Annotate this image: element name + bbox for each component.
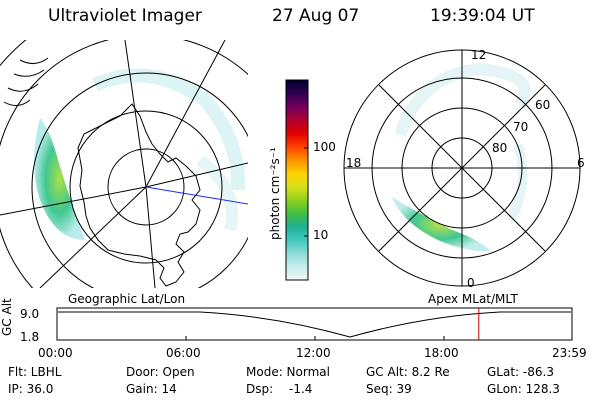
gc-altitude: GC Alt: 8.2 Re [366, 365, 450, 379]
mode-status: Mode: Normal [246, 365, 330, 379]
dsp-label: Dsp: [246, 382, 274, 396]
geographic-longitude: GLon: 128.3 [487, 382, 560, 396]
mlt-label-6: 6 [577, 156, 585, 170]
sun-direction-line [145, 186, 248, 205]
altitude-ytick-9: 9.0 [20, 307, 40, 321]
faint-emission-arc [92, 68, 246, 191]
altitude-curve [58, 311, 571, 338]
mlat-label-60: 60 [535, 98, 551, 112]
altitude-ytick-1-8: 1.8 [20, 330, 40, 344]
altitude-ylabel: GC Alt [0, 298, 14, 336]
colorbar-gradient [285, 79, 309, 281]
faint-emission-arc [394, 62, 531, 138]
mlt-label-0: 0 [467, 276, 475, 290]
altitude-xtick-1200: 12:00 [296, 346, 331, 360]
gain-value: Gain: 14 [126, 382, 177, 396]
colorbar-unit-label: photon cm⁻²s⁻¹ [268, 147, 282, 240]
altitude-xtick-0000: 00:00 [38, 346, 73, 360]
geographic-latitude: GLat: -86.3 [487, 365, 554, 379]
south-america-coast [3, 57, 49, 106]
altitude-xtick-0600: 06:00 [166, 346, 201, 360]
door-status: Door: Open [126, 365, 195, 379]
aurora-emission-band [34, 118, 85, 240]
header-time: 19:39:04 UT [430, 6, 535, 26]
altitude-orbit-plot [56, 307, 573, 341]
sequence-number: Seq: 39 [366, 382, 412, 396]
header-date: 27 Aug 07 [272, 6, 360, 26]
ip-value: IP: 36.0 [8, 382, 54, 396]
altitude-xtick-2359: 23:59 [552, 346, 587, 360]
coastline-outline [77, 103, 201, 287]
apex-mlt-polar-dial [343, 49, 581, 287]
altitude-xtick-1800: 18:00 [424, 346, 459, 360]
mlat-label-80: 80 [492, 141, 508, 155]
mlt-label-18: 18 [346, 156, 362, 170]
colorbar [285, 79, 309, 281]
instrument-title: Ultraviolet Imager [48, 6, 202, 26]
colorbar-tick-10: 10 [313, 228, 329, 242]
aurora-oval [392, 197, 490, 252]
filter-status: Flt: LBHL [8, 365, 62, 379]
left-map-coordinate-label: Geographic Lat/Lon [68, 292, 186, 306]
mlat-label-70: 70 [513, 120, 529, 134]
dsp-value: -1.4 [289, 382, 313, 396]
mlt-label-12: 12 [471, 48, 487, 62]
geographic-polar-map [0, 40, 248, 288]
colorbar-tick-100: 100 [313, 140, 336, 154]
right-map-coordinate-label: Apex MLat/MLT [428, 292, 518, 306]
